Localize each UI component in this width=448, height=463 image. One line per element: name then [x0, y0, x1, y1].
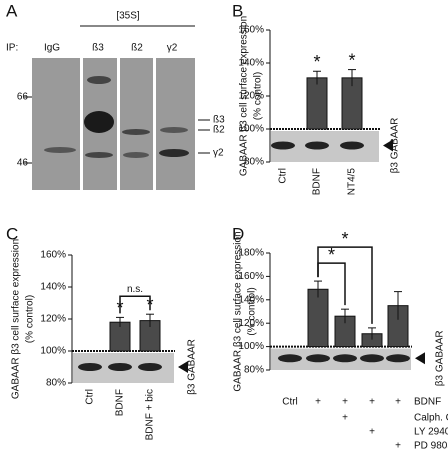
- blot-arrow: [383, 139, 393, 152]
- band-label: ß2: [213, 125, 225, 136]
- bracket-label: *: [328, 245, 335, 265]
- y-tick-label: 120%: [238, 91, 264, 102]
- blot-band: [386, 354, 410, 363]
- y-tick-label: 80%: [244, 157, 264, 168]
- mw-marker: 66: [17, 92, 29, 103]
- blot-arrow: [415, 352, 425, 365]
- gel-title: [35S]: [116, 11, 140, 22]
- bar: [307, 288, 329, 348]
- x-tick-label: BDNF + bic: [145, 389, 156, 440]
- y-tick-label: 160%: [238, 271, 264, 282]
- y-tick-label: 140%: [238, 294, 264, 305]
- band-label: γ2: [213, 148, 224, 159]
- band-label: ß3: [213, 115, 225, 126]
- bracket: [119, 295, 151, 314]
- y-axis-label: GABAAR β3 cell surface expression: [233, 231, 244, 391]
- lane-label: ß2: [131, 43, 143, 54]
- panel-label: D: [232, 224, 244, 243]
- bracket-label: n.s.: [127, 284, 143, 295]
- blot-band: [333, 354, 357, 363]
- y-tick-label: 120%: [238, 318, 264, 329]
- x-tick-label: BDNF: [115, 389, 126, 416]
- significance-marker: *: [313, 52, 320, 72]
- blot-arrow: [178, 361, 188, 373]
- lane-label: IgG: [44, 43, 60, 54]
- x-tick-label: +: [369, 397, 375, 408]
- blot-band: [278, 354, 302, 363]
- treatment-mark: +: [395, 441, 401, 452]
- panel-label: C: [6, 224, 18, 243]
- y-axis-label: GABAAR β3 cell surface expression: [11, 239, 22, 399]
- blot-band: [108, 363, 132, 371]
- blot-band: [78, 363, 102, 371]
- blot-label: β3 GABAAR: [435, 330, 446, 386]
- blot-label: β3 GABAAR: [187, 339, 198, 395]
- blot-band: [360, 354, 384, 363]
- x-tick-label: Ctrl: [278, 168, 289, 184]
- blot-band: [306, 354, 330, 363]
- row-label: PD 98059: [414, 441, 448, 452]
- y-axis-label: GABAAR β3 cell surface expression: [239, 16, 250, 176]
- x-tick-label: Ctrl: [282, 397, 298, 408]
- row-label: Calph. C: [414, 413, 448, 424]
- y-tick-label: 100%: [238, 124, 264, 135]
- band-arrows: [198, 119, 210, 154]
- gel-image: [32, 58, 195, 190]
- y-axis-label: (% control): [247, 287, 258, 335]
- blot-label: β3 GABAAR: [390, 118, 401, 174]
- blot-band: [271, 141, 295, 150]
- y-tick-label: 180%: [238, 248, 264, 259]
- y-tick-label: 160%: [238, 25, 264, 36]
- panel-label: A: [6, 1, 18, 20]
- blot-band: [305, 141, 329, 150]
- ip-label: IP:: [6, 43, 18, 54]
- bracket-label: *: [341, 229, 348, 249]
- lane-label: γ2: [167, 43, 178, 54]
- significance-marker: *: [348, 50, 355, 70]
- y-tick-label: 80%: [46, 378, 66, 389]
- x-tick-label: BDNF: [312, 168, 323, 195]
- y-tick-label: 100%: [40, 346, 66, 357]
- x-tick-label: NT4/5: [347, 168, 358, 196]
- x-tick-label: +: [395, 397, 401, 408]
- y-tick-label: 100%: [238, 341, 264, 352]
- y-tick-label: 140%: [40, 282, 66, 293]
- bar: [306, 77, 328, 130]
- blot-band: [138, 363, 162, 371]
- x-tick-label: Ctrl: [85, 389, 96, 405]
- row-label: LY 29402: [414, 427, 448, 438]
- row-label: BDNF: [414, 397, 441, 408]
- y-tick-label: 160%: [40, 250, 66, 261]
- y-tick-label: 120%: [40, 314, 66, 325]
- treatment-mark: +: [342, 413, 348, 424]
- x-tick-label: +: [315, 397, 321, 408]
- y-axis-label: (% control): [25, 295, 36, 343]
- panel-label: B: [232, 1, 243, 20]
- treatment-mark: +: [369, 427, 375, 438]
- blot-band: [340, 141, 364, 150]
- x-tick-label: +: [342, 397, 348, 408]
- mw-marker: 46: [17, 158, 29, 169]
- y-tick-label: 140%: [238, 58, 264, 69]
- bracket: [317, 246, 373, 324]
- y-axis-label: (% control): [253, 72, 264, 120]
- y-tick-label: 80%: [244, 365, 264, 376]
- lane-label: ß3: [92, 43, 104, 54]
